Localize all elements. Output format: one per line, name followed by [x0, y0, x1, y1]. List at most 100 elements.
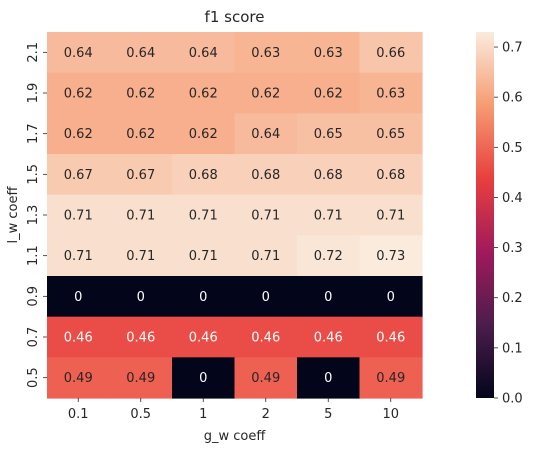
heatmap-cell — [47, 276, 111, 318]
x-tick-label: 0.5 — [130, 407, 151, 422]
cell-value-label: 0.71 — [126, 209, 155, 224]
y-tick-label: 1.1 — [26, 245, 41, 266]
colorbar-tick-label: 0.4 — [502, 191, 523, 206]
heatmap-cell — [47, 72, 111, 114]
y-tick-label: 1.3 — [26, 205, 41, 226]
cell-value-label: 0.71 — [64, 209, 93, 224]
heatmap-cell — [109, 72, 173, 114]
heatmap-cell — [47, 113, 111, 155]
heatmap-cell — [109, 194, 173, 236]
cell-value-label: 0.64 — [189, 46, 218, 61]
heatmap-cell — [297, 357, 361, 399]
cell-value-label: 0.67 — [64, 168, 93, 183]
heatmap-cell — [234, 357, 298, 399]
heatmap-cell — [47, 316, 111, 358]
heatmap-cell — [234, 276, 298, 318]
colorbar-tick-label: 0.0 — [502, 392, 523, 407]
heatmap-cell — [234, 32, 298, 74]
y-tick-label: 0.7 — [26, 327, 41, 348]
heatmap-cell — [172, 154, 236, 196]
cell-value-label: 0.63 — [314, 46, 343, 61]
heatmap-cell — [359, 113, 423, 155]
heatmap-cell — [109, 113, 173, 155]
heatmap-cell — [234, 316, 298, 358]
cell-value-label: 0.67 — [126, 168, 155, 183]
heatmap-cell — [172, 357, 236, 399]
heatmap-cell — [172, 316, 236, 358]
x-axis-label: g_w coeff — [204, 429, 267, 444]
cell-value-label: 0.64 — [126, 46, 155, 61]
x-tick-label: 10 — [382, 407, 399, 422]
heatmap-cell — [297, 113, 361, 155]
cell-value-label: 0.71 — [189, 209, 218, 224]
cell-value-label: 0.71 — [189, 249, 218, 264]
x-tick-label: 2 — [262, 407, 270, 422]
heatmap-cell — [359, 32, 423, 74]
heatmap-cell — [234, 154, 298, 196]
chart-title: f1 score — [205, 8, 265, 26]
cell-value-label: 0.65 — [376, 127, 405, 142]
heatmap-cell — [47, 32, 111, 74]
heatmap-cell — [172, 32, 236, 74]
cell-value-label: 0.72 — [314, 249, 343, 264]
cell-value-label: 0.49 — [126, 371, 155, 386]
cell-value-label: 0 — [324, 290, 332, 305]
heatmap-cell — [297, 32, 361, 74]
cell-value-label: 0.62 — [314, 87, 343, 102]
y-axis-ticks: 2.1 1.9 1.7 1.5 1.3 1.1 0.9 0.7 0.5 — [26, 42, 47, 388]
y-tick-label: 0.9 — [26, 286, 41, 307]
cell-value-label: 0.68 — [251, 168, 280, 183]
cell-value-label: 0.62 — [189, 87, 218, 102]
heatmap-cell — [297, 276, 361, 318]
heatmap-cell — [359, 194, 423, 236]
heatmap-cell — [172, 276, 236, 318]
cell-value-label: 0.49 — [376, 371, 405, 386]
heatmap-cell — [359, 276, 423, 318]
heatmap-cell — [297, 235, 361, 277]
cell-value-label: 0.71 — [376, 209, 405, 224]
cell-value-label: 0.73 — [376, 249, 405, 264]
heatmap-cell — [234, 235, 298, 277]
cell-value-label: 0 — [74, 290, 82, 305]
cell-value-label: 0.46 — [64, 331, 93, 346]
heatmap-cell — [234, 194, 298, 236]
heatmap-cell — [172, 235, 236, 277]
colorbar — [476, 32, 494, 398]
cell-value-label: 0.63 — [376, 87, 405, 102]
heatmap-cell — [172, 194, 236, 236]
cell-value-label: 0 — [199, 371, 207, 386]
heatmap-cell — [359, 154, 423, 196]
cell-value-label: 0.68 — [314, 168, 343, 183]
heatmap-cell — [234, 113, 298, 155]
heatmap-cell — [234, 72, 298, 114]
colorbar-tick-label: 0.5 — [502, 141, 523, 156]
cell-value-label: 0.68 — [189, 168, 218, 183]
heatmap-cell — [109, 357, 173, 399]
cell-value-label: 0.65 — [314, 127, 343, 142]
heatmap-cell — [172, 72, 236, 114]
cell-value-label: 0.49 — [251, 371, 280, 386]
colorbar-ticks: 0.0 0.1 0.2 0.3 0.4 0.5 0.6 0.7 — [494, 41, 523, 407]
cell-value-label: 0.71 — [64, 249, 93, 264]
y-tick-label: 1.7 — [26, 123, 41, 144]
colorbar-tick-label: 0.1 — [502, 341, 523, 356]
heatmap-cell — [359, 235, 423, 277]
heatmap-cell — [109, 154, 173, 196]
heatmap-cell — [359, 357, 423, 399]
x-axis-ticks: 0.1 0.5 1 2 5 10 — [68, 398, 399, 422]
cell-value-label: 0.63 — [251, 46, 280, 61]
heatmap-cell — [109, 316, 173, 358]
cell-value-label: 0 — [137, 290, 145, 305]
cell-value-label: 0.71 — [251, 249, 280, 264]
colorbar-tick-label: 0.7 — [502, 41, 523, 56]
cell-value-label: 0 — [199, 290, 207, 305]
x-tick-label: 5 — [324, 407, 332, 422]
cell-value-label: 0.62 — [126, 127, 155, 142]
cell-value-label: 0.46 — [189, 331, 218, 346]
heatmap-cell — [109, 276, 173, 318]
heatmap-cell — [297, 72, 361, 114]
cell-value-label: 0 — [324, 371, 332, 386]
heatmap-cell — [109, 235, 173, 277]
heatmap-cell — [297, 194, 361, 236]
